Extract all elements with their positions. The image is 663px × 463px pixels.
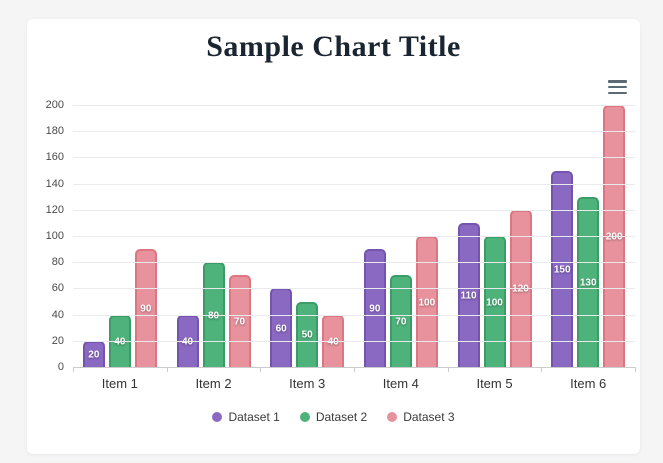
y-tick-label: 0 xyxy=(57,361,64,373)
gridline xyxy=(73,314,635,316)
bar-value-label: 200 xyxy=(605,231,623,243)
bar-dataset-2-item-5[interactable]: 100 xyxy=(483,236,506,367)
x-category-label: Item 2 xyxy=(195,376,232,391)
bar-value-label: 100 xyxy=(418,297,436,308)
legend-label: Dataset 3 xyxy=(403,410,455,424)
bar-value-label: 40 xyxy=(327,336,339,348)
y-tick-label: 100 xyxy=(45,230,64,242)
gridline xyxy=(73,105,635,106)
legend-label: Dataset 1 xyxy=(228,410,280,424)
y-tick-label: 160 xyxy=(45,151,64,164)
gridline xyxy=(73,157,635,159)
x-category-label: Item 6 xyxy=(570,376,607,391)
hamburger-line xyxy=(608,85,627,89)
hamburger-menu-icon[interactable] xyxy=(608,80,627,94)
x-axis-tick xyxy=(541,367,543,372)
x-category-label: Item 5 xyxy=(476,376,513,391)
gridline xyxy=(73,340,635,342)
bar-value-label: 70 xyxy=(395,316,407,328)
bar-dataset-1-item-1[interactable]: 20 xyxy=(82,340,105,367)
gridline xyxy=(73,131,635,133)
bar-value-label: 100 xyxy=(486,297,503,308)
y-tick-label: 40 xyxy=(51,308,64,321)
plot-area: 20 40 90 40 80 70 60 50 40 90 70 100 110 100 120 150 130… xyxy=(46,99,636,391)
legend-entry-dataset-3[interactable]: Dataset 3 xyxy=(387,410,455,424)
bar-value-label: 150 xyxy=(553,264,571,276)
legend-marker-icon xyxy=(387,412,398,422)
bar-group: 90 70 100 xyxy=(354,105,448,367)
y-tick-label: 60 xyxy=(51,282,64,295)
legend-entry-dataset-2[interactable]: Dataset 2 xyxy=(299,410,368,424)
y-tick-label: 20 xyxy=(51,334,64,347)
x-axis-tick xyxy=(166,367,168,372)
legend-marker-icon xyxy=(299,412,310,422)
bar-value-label: 20 xyxy=(88,349,100,361)
bar-value-label: 90 xyxy=(369,303,381,315)
y-tick-label: 140 xyxy=(45,177,64,190)
bar-value-label: 70 xyxy=(233,316,246,328)
x-axis-tick xyxy=(635,367,636,372)
legend-label: Dataset 2 xyxy=(315,410,368,424)
x-category-label: Item 4 xyxy=(382,376,419,391)
chart-card: Sample Chart Title 20 40 90 40 80 70 60 50 40 90 7… xyxy=(27,19,640,454)
hamburger-line xyxy=(608,80,627,83)
bar-value-label: 120 xyxy=(512,283,529,295)
gridline xyxy=(73,183,635,185)
bar-value-label: 80 xyxy=(207,310,220,322)
y-tick-label: 120 xyxy=(45,203,64,216)
bar-value-label: 110 xyxy=(460,290,477,302)
legend: Dataset 1 Dataset 2 Dataset 3 xyxy=(27,410,640,424)
gridline xyxy=(73,262,635,264)
x-axis-tick xyxy=(447,367,449,372)
bar-dataset-3-item-1[interactable]: 90 xyxy=(134,249,157,367)
x-axis-labels: Item 1 Item 2 Item 3 Item 4 Item 5 Item 6 xyxy=(73,376,635,391)
bar-dataset-2-item-3[interactable]: 50 xyxy=(296,301,319,367)
x-category-label: Item 3 xyxy=(289,376,326,391)
bar-dataset-1-item-5[interactable]: 110 xyxy=(457,222,480,367)
bar-dataset-1-item-4[interactable]: 90 xyxy=(363,249,386,367)
legend-marker-icon xyxy=(212,412,223,422)
gridline xyxy=(73,236,635,237)
bar-dataset-3-item-4[interactable]: 100 xyxy=(415,236,438,367)
x-axis-tick xyxy=(260,367,262,372)
bar-value-label: 130 xyxy=(579,277,597,289)
bar-value-label: 50 xyxy=(301,329,313,341)
bar-value-label: 90 xyxy=(140,303,152,315)
x-axis-tick xyxy=(73,367,74,372)
gridline xyxy=(73,209,635,211)
bar-value-label: 40 xyxy=(181,336,194,348)
bar-value-label: 60 xyxy=(275,323,287,335)
bar-dataset-1-item-3[interactable]: 60 xyxy=(270,288,293,367)
y-tick-label: 80 xyxy=(51,256,64,269)
gridline xyxy=(73,288,635,290)
bar-value-label: 40 xyxy=(114,336,126,348)
x-axis-tick xyxy=(354,367,355,372)
y-tick-label: 200 xyxy=(45,99,64,111)
hamburger-line xyxy=(608,91,627,94)
legend-entry-dataset-1[interactable]: Dataset 1 xyxy=(212,410,280,424)
y-tick-label: 180 xyxy=(45,125,64,138)
chart-title: Sample Chart Title xyxy=(206,30,461,63)
bar-dataset-1-item-6[interactable]: 150 xyxy=(551,170,574,367)
x-category-label: Item 1 xyxy=(101,376,138,391)
